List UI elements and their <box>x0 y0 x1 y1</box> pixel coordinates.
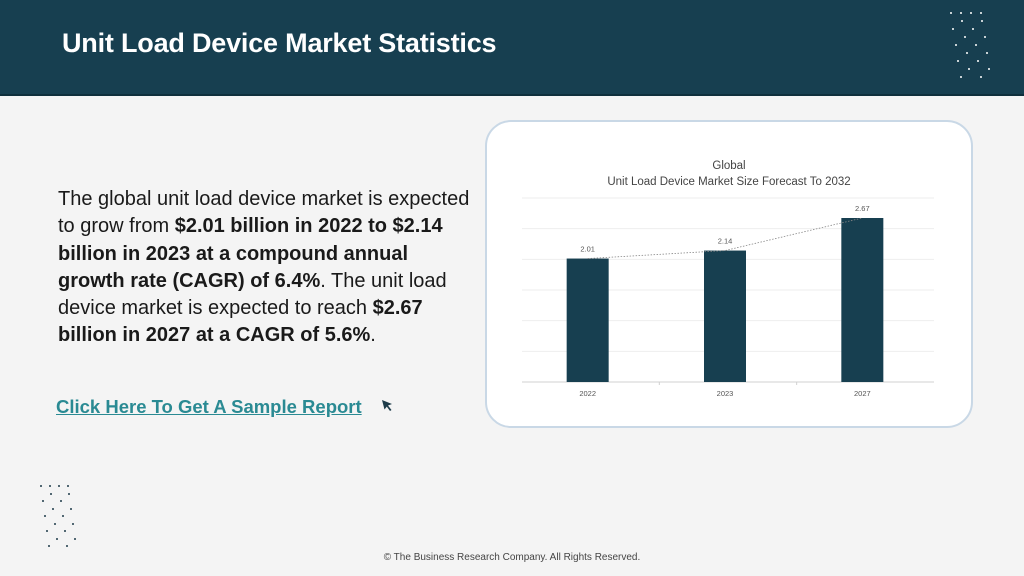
decorative-dot <box>950 12 952 14</box>
sample-report-link[interactable]: Click Here To Get A Sample Report <box>56 396 362 417</box>
decorative-dot <box>68 492 70 495</box>
page-title: Unit Load Device Market Statistics <box>62 28 497 58</box>
summary-text-3: . <box>370 324 376 347</box>
decorative-dot <box>983 36 986 38</box>
decorative-dot <box>52 507 54 510</box>
x-tick-label: 2027 <box>854 389 871 398</box>
decorative-dots-top <box>950 12 1000 84</box>
decorative-dot <box>74 537 76 540</box>
data-label: 2.67 <box>855 204 870 213</box>
cursor-arrow-icon <box>382 400 392 411</box>
decorative-dot <box>966 52 968 54</box>
data-label: 2.14 <box>718 237 733 246</box>
summary-highlight-1: $2.01 billion in 2022 to $2.14 billion i… <box>58 215 443 292</box>
decorative-dots-bottom <box>40 485 85 555</box>
decorative-dot <box>981 20 984 22</box>
header-bar: Unit Load Device Market Statistics <box>0 0 1024 96</box>
decorative-dot <box>40 485 42 487</box>
summary-text-1: The global unit load device market is ex… <box>58 188 470 238</box>
bar-chart: Global Unit Load Device Market Size Forec… <box>522 160 934 398</box>
decorative-dot <box>44 515 46 517</box>
decorative-dot <box>961 20 964 22</box>
decorative-dot <box>70 507 72 510</box>
decorative-dot <box>64 530 66 532</box>
chart-subtitle: Unit Load Device Market Size Forecast To… <box>607 176 850 188</box>
chart-title: Global <box>712 160 745 172</box>
decorative-dot <box>957 60 960 62</box>
decorative-dot <box>977 60 980 62</box>
decorative-dot <box>62 515 64 517</box>
decorative-dot <box>988 68 991 70</box>
decorative-dot <box>72 522 74 525</box>
decorative-dot <box>960 12 962 14</box>
bar <box>704 250 746 382</box>
decorative-dot <box>50 492 52 495</box>
market-summary: The global unit load device market is ex… <box>58 186 478 350</box>
decorative-dot <box>67 485 69 487</box>
x-tick-label: 2022 <box>579 389 596 398</box>
decorative-dot <box>972 28 975 30</box>
decorative-dot <box>49 485 51 487</box>
decorative-dot <box>56 537 58 540</box>
decorative-dot <box>58 485 60 487</box>
decorative-dot <box>66 545 68 547</box>
decorative-dot <box>954 44 957 46</box>
decorative-dot <box>46 530 48 532</box>
decorative-dot <box>952 28 955 30</box>
decorative-dot <box>60 500 62 502</box>
summary-text-2: . The unit load device market is expecte… <box>58 269 447 320</box>
decorative-dot <box>979 76 982 78</box>
trend-line <box>587 217 863 259</box>
x-tick-label: 2023 <box>717 389 734 398</box>
decorative-dot <box>986 52 988 54</box>
copyright-footer: © The Business Research Company. All Rig… <box>383 552 641 563</box>
bar <box>566 258 609 382</box>
data-label: 2.01 <box>580 245 595 254</box>
decorative-dot <box>48 545 50 547</box>
decorative-dot <box>970 12 972 14</box>
decorative-dot <box>42 500 44 502</box>
decorative-dot <box>980 12 982 14</box>
decorative-dot <box>54 522 56 525</box>
decorative-dot <box>963 36 966 38</box>
decorative-dot <box>974 44 977 46</box>
decorative-dot <box>959 76 962 78</box>
summary-highlight-2: $2.67 billion in 2027 at a CAGR of 5.6% <box>58 297 423 347</box>
chart-card: Global Unit Load Device Market Size Forec… <box>485 120 973 428</box>
decorative-dot <box>968 68 971 70</box>
bar <box>841 218 884 382</box>
